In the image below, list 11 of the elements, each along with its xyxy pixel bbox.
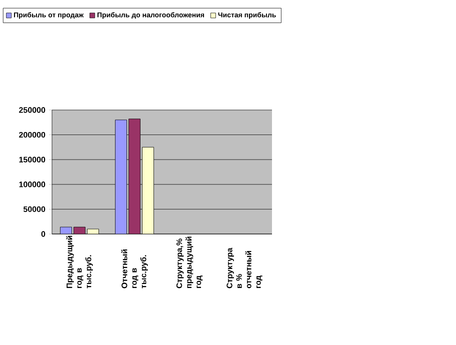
y-tick-label: 250000 bbox=[19, 107, 46, 113]
bar bbox=[115, 120, 127, 234]
y-tick-label: 150000 bbox=[19, 156, 46, 162]
y-tick-label: 50000 bbox=[23, 206, 46, 212]
x-tick-label: Предыдущий год в тыс.руб. bbox=[66, 236, 93, 288]
x-tick-label: Отчетный год в тыс.руб. bbox=[121, 249, 148, 288]
x-tick-label: Структура,% предыдущий год bbox=[176, 236, 203, 288]
y-tick-label: 100000 bbox=[19, 182, 46, 188]
y-tick-label: 200000 bbox=[19, 132, 46, 138]
x-tick-label: Структура в % отчетный год bbox=[226, 248, 262, 288]
y-tick-label: 0 bbox=[41, 231, 46, 237]
